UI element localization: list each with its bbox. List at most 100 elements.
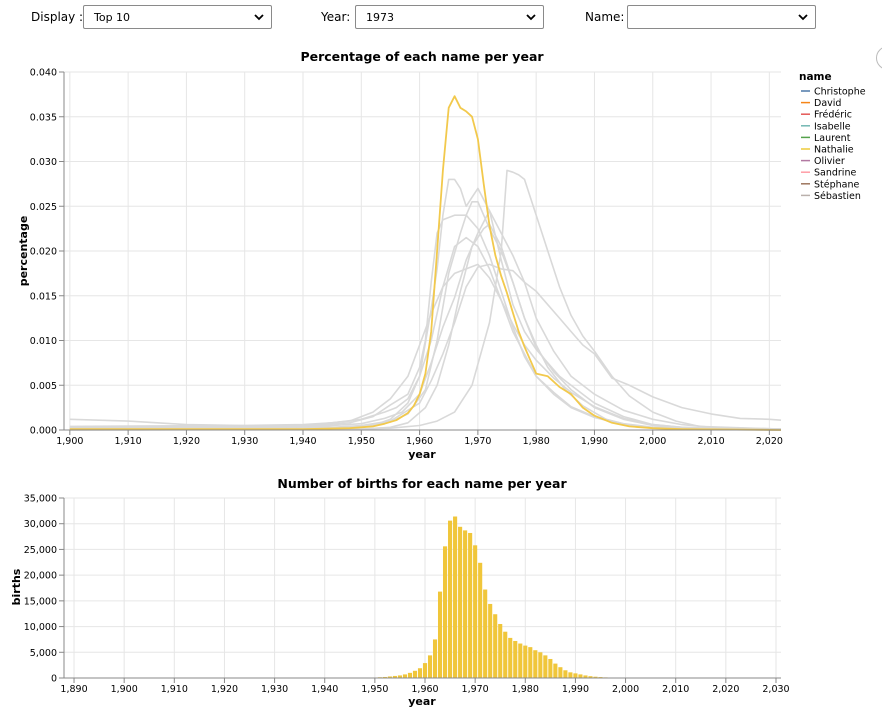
bar-1990 bbox=[573, 673, 578, 678]
bar-1967 bbox=[458, 526, 463, 678]
bar-1956 bbox=[402, 674, 408, 678]
y-tick-label: 0.015 bbox=[30, 291, 57, 302]
percentage-line-chart: 1,900 1,910 1,920 1,930 1,940 1,950 1,960 1,970… bbox=[17, 49, 866, 461]
bar-1980 bbox=[523, 645, 528, 678]
legend-label: Stéphane bbox=[814, 179, 859, 190]
line-chart-title: Percentage of each name per year bbox=[300, 49, 544, 64]
bar-1976 bbox=[503, 631, 508, 678]
bar-1959 bbox=[417, 668, 423, 678]
legend-title: name bbox=[799, 71, 832, 83]
x-tick-label: 1,960 bbox=[411, 684, 438, 695]
display-select-value: Top 10 bbox=[94, 11, 131, 24]
display-label: Display : bbox=[31, 10, 84, 24]
year-select-value: 1973 bbox=[366, 11, 394, 24]
line-chart-grid bbox=[64, 71, 781, 431]
series-line-frédéric bbox=[69, 263, 782, 430]
series-line-david bbox=[69, 263, 782, 429]
x-tick-label: 1,900 bbox=[111, 684, 138, 695]
series-line-nathalie bbox=[69, 95, 782, 431]
line-chart-axes: 1,900 1,910 1,920 1,930 1,940 1,950 1,960 1,970… bbox=[30, 68, 783, 448]
bar-1982 bbox=[533, 650, 538, 678]
x-tick-label: 1,930 bbox=[231, 436, 258, 447]
line-chart-x-axis-label: year bbox=[408, 448, 436, 461]
year-label: Year: bbox=[321, 10, 351, 24]
x-tick-label: 1,990 bbox=[581, 436, 608, 447]
year-select[interactable]: 1973 bbox=[355, 5, 544, 29]
series-line-sandrine bbox=[69, 223, 782, 431]
x-tick-label: 1,940 bbox=[311, 684, 338, 695]
name-select[interactable] bbox=[627, 5, 816, 29]
bar-1978 bbox=[513, 640, 518, 678]
bar-chart-bars bbox=[372, 516, 653, 679]
x-tick-label: 1,910 bbox=[161, 684, 188, 695]
y-tick-label: 0.010 bbox=[30, 336, 57, 347]
legend-label: Olivier bbox=[814, 156, 845, 167]
bar-1994 bbox=[593, 676, 598, 678]
bar-1992 bbox=[583, 675, 588, 678]
bar-1952 bbox=[382, 676, 387, 678]
y-tick-label: 0.000 bbox=[30, 426, 57, 437]
controls-bar: Display : Top 10 Year: 1973 Name: bbox=[0, 0, 882, 40]
bar-1968 bbox=[463, 530, 468, 678]
bar-1953 bbox=[387, 676, 392, 678]
x-tick-label: 1,890 bbox=[60, 684, 87, 695]
bar-1970 bbox=[473, 545, 478, 678]
bar-1958 bbox=[412, 670, 418, 678]
bar-1954 bbox=[392, 675, 397, 678]
legend-label: Sébastien bbox=[814, 191, 861, 202]
name-label: Name: bbox=[585, 10, 625, 24]
y-tick-label: 0.025 bbox=[30, 202, 57, 213]
legend-label: Christophe bbox=[814, 87, 866, 98]
x-tick-label: 1,950 bbox=[361, 684, 388, 695]
bar-1993 bbox=[588, 676, 593, 678]
x-tick-label: 2,020 bbox=[756, 436, 783, 447]
chevron-down-icon bbox=[526, 14, 536, 21]
bar-1988 bbox=[563, 670, 568, 678]
x-tick-label: 1,980 bbox=[523, 436, 550, 447]
bar-1955 bbox=[397, 675, 402, 678]
series-line-isabelle bbox=[69, 236, 782, 431]
x-tick-label: 1,950 bbox=[348, 436, 375, 447]
line-chart-series bbox=[69, 95, 782, 431]
x-tick-label: 1,980 bbox=[512, 684, 539, 695]
series-line-stéphane bbox=[69, 201, 782, 430]
bar-chart-title: Number of births for each name per year bbox=[277, 476, 567, 491]
chevron-down-icon bbox=[254, 14, 264, 21]
legend-label: Sandrine bbox=[814, 168, 856, 179]
x-tick-label: 1,990 bbox=[562, 684, 589, 695]
legend-label: David bbox=[814, 98, 841, 109]
x-tick-label: 1,960 bbox=[406, 436, 433, 447]
bar-1964 bbox=[443, 546, 448, 678]
y-tick-label: 0.005 bbox=[30, 381, 57, 392]
bar-1989 bbox=[568, 672, 573, 678]
legend-label: Nathalie bbox=[814, 145, 854, 156]
y-tick-label: 35,000 bbox=[24, 494, 57, 505]
y-tick-label: 5,000 bbox=[30, 648, 57, 659]
legend-label: Isabelle bbox=[814, 121, 851, 132]
x-tick-label: 1,940 bbox=[289, 436, 316, 447]
y-tick-label: 15,000 bbox=[24, 596, 57, 607]
bar-1972 bbox=[483, 589, 488, 678]
bar-1973 bbox=[488, 603, 493, 678]
display-select[interactable]: Top 10 bbox=[83, 5, 272, 29]
bar-1963 bbox=[437, 591, 443, 678]
x-tick-label: 2,000 bbox=[639, 436, 666, 447]
series-line-olivier bbox=[69, 209, 782, 430]
bar-1975 bbox=[498, 624, 503, 678]
bar-1977 bbox=[508, 637, 513, 678]
bar-1981 bbox=[528, 647, 533, 678]
series-line-sébastien bbox=[69, 169, 782, 430]
bar-1987 bbox=[558, 667, 563, 678]
y-tick-label: 0.040 bbox=[30, 68, 57, 79]
bar-1965 bbox=[448, 520, 453, 678]
line-chart-legend: name ChristopheDavidFrédéricIsabelleLaur… bbox=[799, 71, 866, 202]
series-line-christophe bbox=[69, 178, 782, 431]
bar-1974 bbox=[493, 614, 498, 678]
bar-chart-grid bbox=[64, 497, 781, 679]
bar-1971 bbox=[478, 562, 483, 678]
y-tick-label: 0.020 bbox=[30, 247, 57, 258]
y-tick-label: 0.035 bbox=[30, 112, 57, 123]
y-tick-label: 25,000 bbox=[24, 545, 57, 556]
x-tick-label: 1,970 bbox=[464, 436, 491, 447]
x-tick-label: 1,920 bbox=[173, 436, 200, 447]
